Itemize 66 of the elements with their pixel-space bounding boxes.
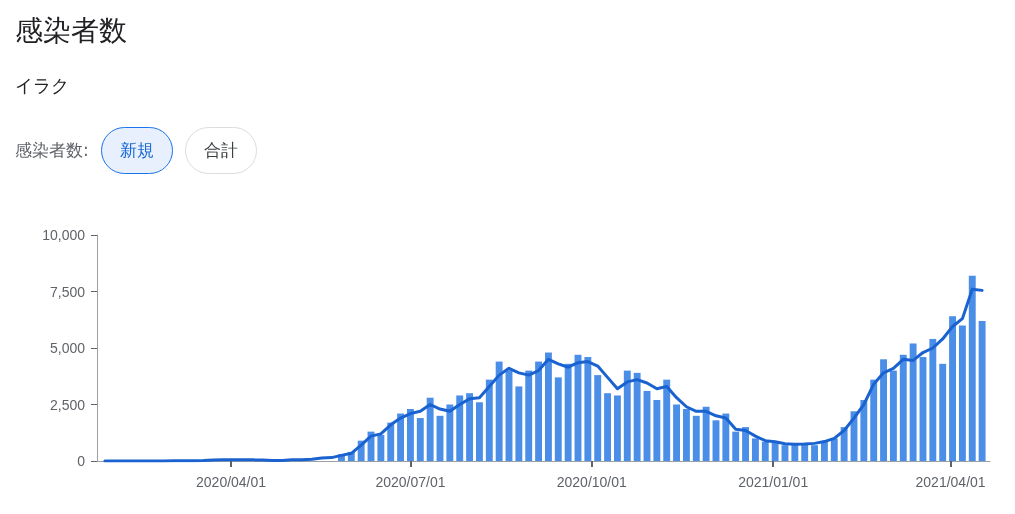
bar	[495, 361, 503, 461]
x-tick-label: 2021/01/01	[738, 474, 809, 490]
text: 感染者数:	[15, 139, 89, 162]
chart-subtitle: イラク	[15, 74, 69, 98]
bar	[682, 409, 690, 461]
bar	[909, 343, 917, 461]
bar	[485, 379, 493, 461]
bar	[535, 361, 543, 461]
bar	[751, 438, 759, 461]
bar	[623, 370, 631, 461]
x-tick-label: 2020/04/01	[196, 474, 267, 490]
bar	[673, 404, 681, 461]
bar	[633, 372, 641, 461]
bar	[939, 363, 947, 461]
bar	[702, 406, 710, 461]
y-tick-label: 10,000	[42, 227, 86, 243]
bar	[899, 354, 907, 461]
bar	[613, 395, 621, 461]
bar	[811, 445, 818, 461]
bar	[377, 435, 385, 461]
y-tick-label: 5,000	[49, 340, 86, 356]
bar	[515, 386, 523, 461]
bar	[968, 275, 976, 461]
bar	[387, 422, 395, 461]
bar	[584, 357, 592, 461]
bar	[889, 370, 897, 461]
bar	[653, 399, 661, 461]
bar	[554, 377, 562, 461]
x-tick-label: 2020/07/01	[375, 474, 446, 490]
bar	[604, 393, 612, 461]
bar	[820, 441, 828, 461]
bar	[426, 397, 434, 461]
bar	[564, 363, 572, 461]
toggle-button[interactable]: 新規	[100, 127, 173, 174]
y-tick-label: 7,500	[49, 283, 86, 300]
bar	[525, 370, 533, 461]
bar	[870, 379, 878, 461]
bar	[761, 441, 769, 461]
bar	[416, 418, 424, 461]
y-tick-label: 2,500	[49, 396, 86, 413]
bar	[722, 413, 730, 461]
line-series	[103, 287, 984, 463]
bar	[958, 325, 966, 461]
bar	[949, 316, 956, 461]
bar	[771, 442, 779, 461]
bar	[742, 427, 750, 461]
y-tick-label: 0	[77, 453, 86, 469]
bar	[456, 395, 464, 461]
bar	[692, 415, 700, 461]
bar	[406, 409, 414, 461]
bar	[544, 352, 552, 461]
bar	[446, 404, 454, 461]
bar	[880, 359, 887, 461]
bar	[860, 399, 868, 461]
bar	[466, 393, 474, 461]
bar	[830, 438, 838, 461]
bar	[663, 379, 671, 461]
x-tick-label: 2021/04/01	[915, 474, 986, 490]
bar	[929, 338, 937, 461]
bar	[397, 413, 405, 461]
x-tick-label: 2020/10/01	[556, 474, 628, 490]
bar	[594, 375, 602, 461]
bar	[978, 320, 986, 461]
bar	[475, 402, 483, 461]
chart-title: 感染者数	[15, 13, 127, 49]
bar	[732, 431, 740, 461]
